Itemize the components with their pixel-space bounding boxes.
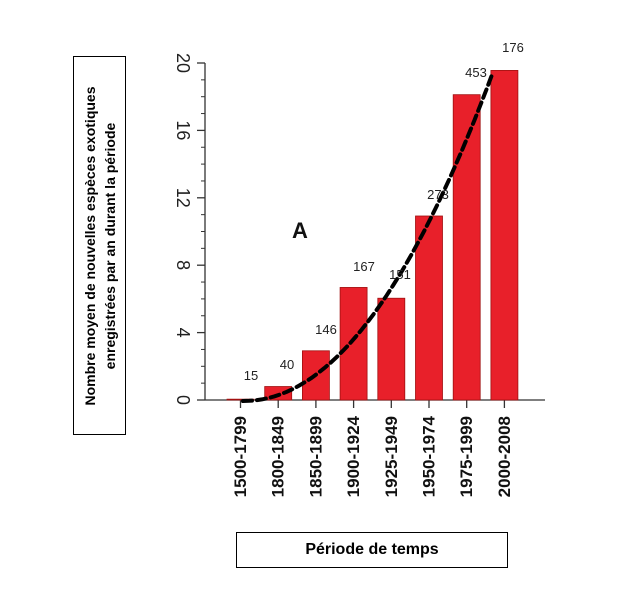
- x-tick-label: 1925-1949: [382, 416, 401, 497]
- bar: [339, 287, 368, 401]
- data-label: 146: [315, 322, 337, 337]
- x-tick-label: 1850-1899: [306, 416, 325, 497]
- x-tick-label: 1950-1974: [420, 415, 439, 497]
- chart-axes: 0 4 8 12 16 20 1500-1799 1800-1849 1850-1899 1900…: [173, 53, 545, 497]
- data-labels: 15 40 146 167 151 273 453 176: [244, 40, 524, 383]
- bar: [226, 398, 255, 401]
- y-tick-label: 20: [173, 53, 193, 73]
- data-label: 15: [244, 368, 258, 383]
- y-axis-label-box: Nombre moyen de nouvelles espèces exotiq…: [73, 56, 126, 435]
- x-tick-label: 1500-1799: [231, 416, 250, 497]
- x-tick-label: 1800-1849: [269, 416, 288, 497]
- bar: [452, 94, 481, 401]
- data-label: 40: [280, 357, 294, 372]
- data-label: 273: [427, 187, 449, 202]
- y-axis-label: Nombre moyen de nouvelles espèces exotiq…: [81, 86, 118, 406]
- bar: [490, 70, 519, 401]
- data-label: 453: [465, 65, 487, 80]
- y-tick-label: 8: [173, 260, 193, 270]
- panel-label: A: [292, 218, 308, 243]
- x-tick-label: 1900-1924: [344, 415, 363, 497]
- bar: [377, 297, 406, 401]
- data-label: 167: [353, 259, 375, 274]
- y-tick-label: 12: [173, 188, 193, 208]
- x-tick-label: 1975-1999: [457, 416, 476, 497]
- data-label: 151: [389, 267, 411, 282]
- data-label: 176: [502, 40, 524, 55]
- y-tick-label: 0: [173, 395, 193, 405]
- trend-line: [241, 70, 495, 403]
- y-tick-label: 4: [173, 328, 193, 338]
- y-tick-label: 16: [173, 120, 193, 140]
- bar-series: [226, 70, 519, 401]
- x-axis-label-box: Période de temps: [236, 532, 508, 568]
- trend-line-group: [241, 70, 495, 403]
- x-axis-label: Période de temps: [305, 541, 439, 558]
- x-tick-label: 2000-2008: [495, 416, 514, 497]
- bar: [415, 215, 443, 401]
